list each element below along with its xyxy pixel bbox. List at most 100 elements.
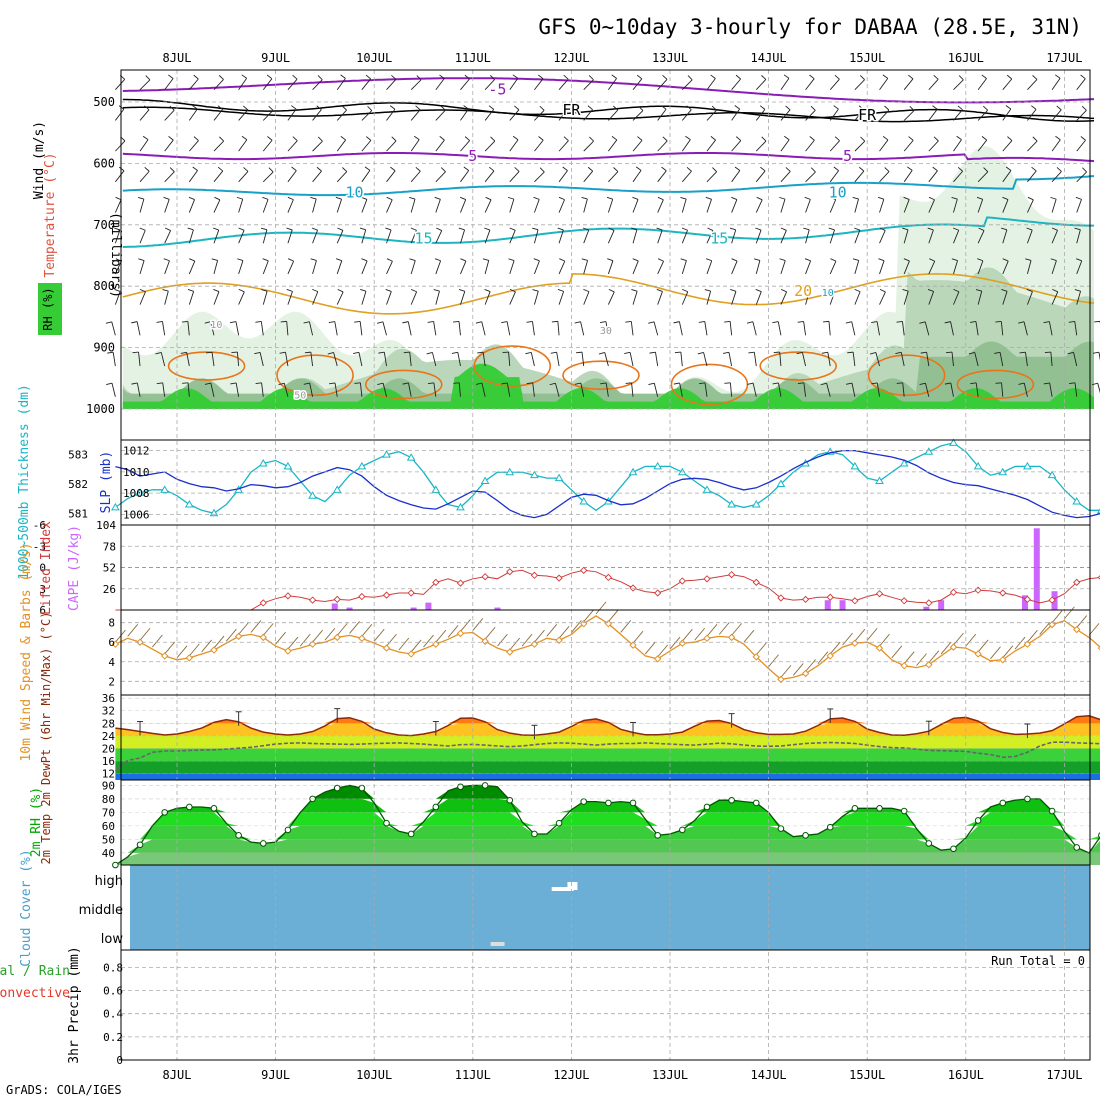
wind-barb — [114, 199, 122, 213]
wind-barb — [361, 291, 367, 305]
wind-barb-flag — [327, 352, 334, 355]
wind-barb-flag — [131, 321, 138, 324]
wind-barb-flag — [1043, 321, 1050, 324]
wind-barb-flag — [982, 105, 988, 111]
wind-barb — [287, 260, 295, 275]
wind-barb-flag — [410, 227, 417, 231]
wind-barb — [632, 291, 638, 305]
thickness-point — [751, 499, 761, 508]
wind-barb-flag — [852, 258, 859, 261]
wind-barb-flag — [746, 321, 753, 324]
wind-barb — [953, 260, 958, 275]
rh-band-1 — [115, 839, 1100, 853]
wind10-barb — [188, 643, 200, 657]
wind-barb — [312, 79, 323, 91]
wind-barb-flag — [440, 105, 446, 111]
cape-bar — [1033, 528, 1040, 610]
wind-barb-flag — [607, 258, 614, 262]
wind-barb-flag — [169, 167, 175, 173]
wind-barb-flag — [464, 74, 470, 80]
wind-barb — [558, 229, 564, 244]
li-axis-label: Lifted Index — [39, 521, 54, 615]
ua-temp-label: Temperature (°C) — [43, 152, 58, 277]
wind-barb — [1023, 321, 1028, 336]
wind-barb-flag — [310, 258, 317, 261]
wind-barb-flag — [712, 167, 718, 173]
wind-barb-flag — [929, 258, 935, 262]
wind10-barb — [817, 651, 829, 664]
wind-barb — [829, 229, 835, 244]
wind-barb — [731, 229, 737, 244]
wind-barb-flag — [241, 74, 247, 79]
cape-tick-label: 52 — [103, 562, 116, 575]
wind-barb-flag — [214, 196, 221, 201]
wind-barb-flag — [279, 351, 286, 354]
thickness-point — [899, 458, 909, 467]
wind-barb-flag — [673, 321, 680, 324]
wind10-barb — [152, 634, 163, 648]
wind-barb — [950, 382, 954, 397]
wind-barb-flag — [632, 196, 639, 200]
wind-barb — [308, 321, 314, 336]
wind-barb — [953, 230, 960, 244]
wind-barb-flag — [242, 105, 249, 111]
wind-barb — [903, 170, 913, 183]
thickness-point — [1047, 470, 1057, 479]
wind-barb-flag — [673, 382, 680, 385]
wind10-barb — [891, 645, 903, 659]
wind-barb-flag — [756, 196, 763, 201]
wind-barb — [410, 198, 416, 213]
wind-barb — [608, 171, 619, 183]
wind-barb — [854, 79, 865, 91]
wind-barb-flag — [784, 135, 790, 141]
wind-barb-flag — [378, 351, 385, 354]
wind-barb — [386, 108, 396, 121]
ua-tick-label: 700 — [93, 218, 115, 232]
temp-band-2 — [115, 748, 1100, 762]
wind-barb — [879, 291, 886, 305]
wind-barb — [879, 260, 885, 275]
wind10-barb — [632, 630, 644, 644]
cape-axis-label: CAPE (J/kg) — [67, 525, 82, 611]
isotherm-10 — [122, 175, 1095, 197]
li-point — [999, 589, 1007, 597]
rh2m-point — [654, 832, 661, 839]
wind-barb — [210, 321, 215, 336]
wind-barb-flag — [1074, 289, 1081, 292]
precip-tick-label: 0.6 — [103, 985, 123, 998]
wind-barb-flag — [854, 288, 861, 293]
thickness-point — [1072, 497, 1082, 505]
wind-barb — [876, 382, 880, 397]
wind-barb-flag — [550, 351, 557, 354]
wind-barb-flag — [163, 196, 170, 200]
wind-barb-flag — [139, 227, 146, 231]
wind-barb-flag — [268, 105, 274, 111]
wind-barb — [460, 199, 467, 213]
wind-barb-flag — [587, 166, 594, 172]
rh2m-point — [605, 799, 612, 807]
wind10-point — [826, 652, 834, 660]
wind-barb-flag — [710, 136, 716, 141]
li-point — [284, 592, 292, 600]
wind-barb — [1002, 170, 1012, 183]
wind-barb — [334, 321, 338, 336]
wind-tick-label: 4 — [108, 656, 115, 669]
wind-barb-flag — [287, 196, 294, 201]
wind-barb-flag — [278, 382, 285, 386]
wind-barb — [556, 352, 560, 367]
wind-barb-flag — [163, 258, 170, 262]
li-tick-label: 3 — [39, 583, 46, 596]
wind-barb-flag — [255, 321, 262, 323]
wind10-barb — [201, 639, 212, 653]
wind-barb — [879, 230, 886, 244]
wind-barb-flag — [581, 258, 588, 261]
wind10-barb — [669, 636, 681, 650]
slp-tick-label: 1006 — [123, 508, 150, 521]
wind-barb-flag — [951, 258, 958, 261]
rh-tick-label: 50 — [102, 833, 115, 846]
wind-barb-flag — [637, 136, 643, 141]
date-label-bottom: 8JUL — [163, 1068, 192, 1082]
wind-barb — [953, 170, 963, 183]
wind-barb — [953, 139, 962, 152]
wind-barb-flag — [656, 288, 663, 292]
